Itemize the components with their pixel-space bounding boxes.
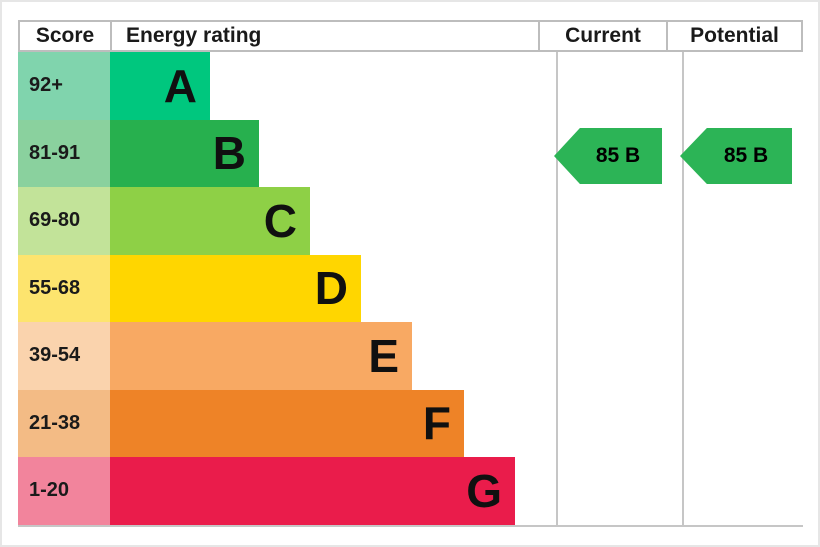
header-potential: Potential (666, 20, 803, 52)
rating-letter: E (368, 329, 399, 382)
band-row-a: 92+ A (18, 52, 556, 120)
epc-table: Score Energy rating Current Potential 92… (18, 20, 818, 527)
score-cell: 92+ (18, 52, 110, 120)
rating-letter: F (422, 397, 451, 450)
rating-letter: G (466, 464, 502, 517)
rating-bar: G (110, 457, 515, 525)
header-energy-rating: Energy rating (110, 20, 538, 52)
score-cell: 39-54 (18, 322, 110, 390)
rating-bar: C (110, 187, 310, 255)
current-rating-arrow-icon: 85 B (554, 128, 662, 184)
rating-letter: D (314, 262, 348, 315)
potential-column (684, 52, 818, 525)
score-cell: 81-91 (18, 119, 110, 187)
rating-bar: D (110, 254, 361, 322)
band-row-b: 81-91 B (18, 119, 556, 187)
score-cell: 1-20 (18, 457, 110, 525)
rating-letter: C (263, 194, 297, 247)
table-header: Score Energy rating Current Potential (18, 20, 803, 52)
current-column (556, 52, 684, 525)
rating-bar: B (110, 119, 259, 187)
band-row-g: 1-20 G (18, 457, 556, 525)
rating-letter: B (212, 127, 246, 180)
score-cell: 69-80 (18, 187, 110, 255)
current-rating-value: 85 B (595, 144, 641, 167)
header-current: Current (538, 20, 666, 52)
rating-bar: A (110, 52, 210, 120)
header-score: Score (18, 20, 110, 52)
band-row-c: 69-80 C (18, 187, 556, 255)
rating-bar: F (110, 389, 464, 457)
rating-bands: 92+ A 81-91 B 69-80 C 55-68 D (18, 52, 556, 525)
potential-rating-value: 85 B (723, 144, 769, 167)
band-row-f: 21-38 F (18, 389, 556, 457)
score-cell: 55-68 (18, 254, 110, 322)
potential-rating-arrow-icon: 85 B (680, 128, 792, 184)
rating-bar: E (110, 322, 412, 390)
rating-letter: A (163, 59, 197, 112)
band-row-e: 39-54 E (18, 322, 556, 390)
score-cell: 21-38 (18, 389, 110, 457)
band-row-d: 55-68 D (18, 254, 556, 322)
